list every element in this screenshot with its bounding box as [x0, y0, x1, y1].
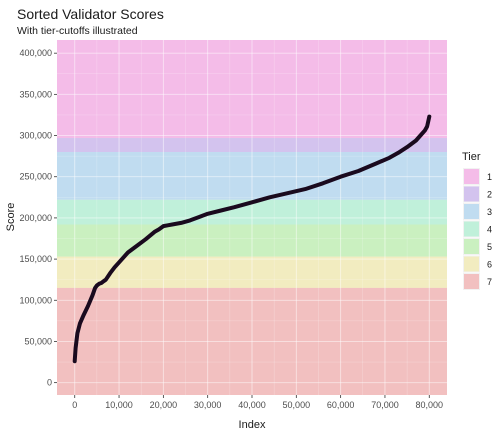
y-tick-label: 350,000 — [19, 89, 52, 99]
y-tick-label: 100,000 — [19, 295, 52, 305]
legend-label-1: 1 — [487, 172, 492, 182]
series-layer — [72, 114, 432, 364]
x-tick-label: 80,000 — [416, 400, 444, 410]
y-tick-label: 400,000 — [19, 48, 52, 58]
y-tick-label: 150,000 — [19, 254, 52, 264]
x-tick-label: 70,000 — [371, 400, 399, 410]
x-tick-label: 0 — [72, 400, 77, 410]
legend-label-6: 6 — [487, 260, 492, 270]
legend-swatch-7 — [464, 274, 479, 289]
legend-swatch-4 — [464, 221, 479, 237]
x-tick-label: 40,000 — [238, 400, 266, 410]
legend-label-2: 2 — [487, 190, 492, 200]
x-tick-label: 60,000 — [327, 400, 355, 410]
legend-swatch-1 — [464, 169, 479, 184]
legend-label-7: 7 — [487, 277, 492, 287]
y-tick-label: 50,000 — [24, 336, 52, 346]
chart-subtitle: With tier-cutoffs illustrated — [17, 25, 138, 37]
series-line-0 — [72, 114, 432, 364]
legend-title: Tier — [462, 151, 481, 163]
y-axis: 0 50,000 100,000 150,000 200,000 250,000 300,0… — [19, 48, 57, 388]
legend-swatch-2 — [464, 186, 479, 202]
legend: Tier 1 2 3 4 5 6 7 — [462, 151, 492, 290]
legend-swatch-6 — [464, 256, 479, 272]
x-axis: 0 10,000 20,000 30,000 40,000 50,000 60,000 70,… — [72, 395, 443, 410]
x-tick-label: 20,000 — [150, 400, 178, 410]
legend-swatch-3 — [464, 204, 479, 219]
y-tick-label: 0 — [47, 378, 52, 388]
plot-panel — [57, 40, 447, 395]
y-axis-label: Score — [5, 203, 17, 232]
legend-label-3: 3 — [487, 207, 492, 217]
y-tick-label: 250,000 — [19, 172, 52, 182]
x-tick-label: 10,000 — [105, 400, 133, 410]
x-tick-label: 30,000 — [194, 400, 222, 410]
x-tick-label: 50,000 — [283, 400, 311, 410]
y-tick-label: 200,000 — [19, 213, 52, 223]
x-axis-label: Index — [239, 419, 266, 431]
legend-label-4: 4 — [487, 225, 492, 235]
legend-label-5: 5 — [487, 242, 492, 252]
chart-title: Sorted Validator Scores — [17, 6, 164, 22]
y-tick-label: 300,000 — [19, 131, 52, 141]
legend-swatch-5 — [464, 239, 479, 254]
